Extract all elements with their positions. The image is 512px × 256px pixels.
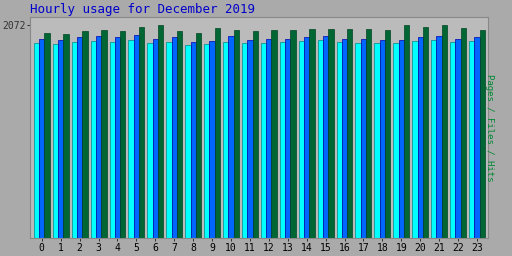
Bar [261, 42, 266, 238]
Bar [280, 41, 285, 238]
Bar [39, 38, 45, 238]
Bar [450, 41, 455, 238]
Bar [196, 33, 201, 238]
Bar [91, 40, 96, 238]
Bar [147, 42, 153, 238]
Bar [304, 37, 309, 238]
Bar [347, 29, 352, 238]
Bar [242, 42, 247, 238]
Bar [129, 39, 134, 238]
Bar [96, 36, 101, 238]
Bar [436, 36, 442, 238]
Bar [63, 34, 69, 238]
Bar [298, 40, 304, 238]
Bar [290, 30, 296, 238]
Bar [166, 41, 172, 238]
Bar [82, 31, 88, 238]
Bar [474, 37, 480, 238]
Bar [172, 37, 177, 238]
Bar [361, 38, 366, 238]
Bar [247, 39, 252, 238]
Bar [139, 27, 144, 238]
Bar [385, 30, 390, 238]
Bar [134, 35, 139, 238]
Bar [252, 31, 258, 238]
Bar [309, 29, 314, 238]
Bar [380, 39, 385, 238]
Bar [158, 25, 163, 238]
Bar [34, 42, 39, 238]
Bar [374, 42, 380, 238]
Bar [404, 25, 409, 238]
Bar [215, 28, 220, 238]
Bar [412, 40, 418, 238]
Bar [355, 42, 361, 238]
Bar [120, 31, 125, 238]
Bar [317, 39, 323, 238]
Bar [366, 29, 371, 238]
Bar [431, 39, 436, 238]
Bar [342, 38, 347, 238]
Bar [204, 44, 209, 238]
Bar [153, 38, 158, 238]
Bar [110, 41, 115, 238]
Bar [53, 44, 58, 238]
Bar [185, 45, 190, 238]
Bar [223, 41, 228, 238]
Bar [233, 30, 239, 238]
Bar [469, 40, 474, 238]
Bar [423, 27, 428, 238]
Bar [177, 31, 182, 238]
Bar [418, 37, 423, 238]
Bar [72, 41, 77, 238]
Bar [328, 29, 333, 238]
Text: Hourly usage for December 2019: Hourly usage for December 2019 [30, 3, 255, 16]
Bar [266, 38, 271, 238]
Bar [442, 25, 447, 238]
Bar [209, 40, 215, 238]
Bar [77, 37, 82, 238]
Bar [393, 42, 399, 238]
Bar [323, 36, 328, 238]
Bar [480, 30, 485, 238]
Bar [58, 39, 63, 238]
Bar [190, 41, 196, 238]
Bar [285, 38, 290, 238]
Bar [461, 28, 466, 238]
Bar [115, 37, 120, 238]
Bar [271, 30, 277, 238]
Bar [228, 36, 233, 238]
Bar [101, 30, 106, 238]
Bar [336, 41, 342, 238]
Y-axis label: Pages / Files / Hits: Pages / Files / Hits [485, 73, 494, 181]
Bar [399, 39, 404, 238]
Bar [45, 33, 50, 238]
Bar [455, 38, 461, 238]
